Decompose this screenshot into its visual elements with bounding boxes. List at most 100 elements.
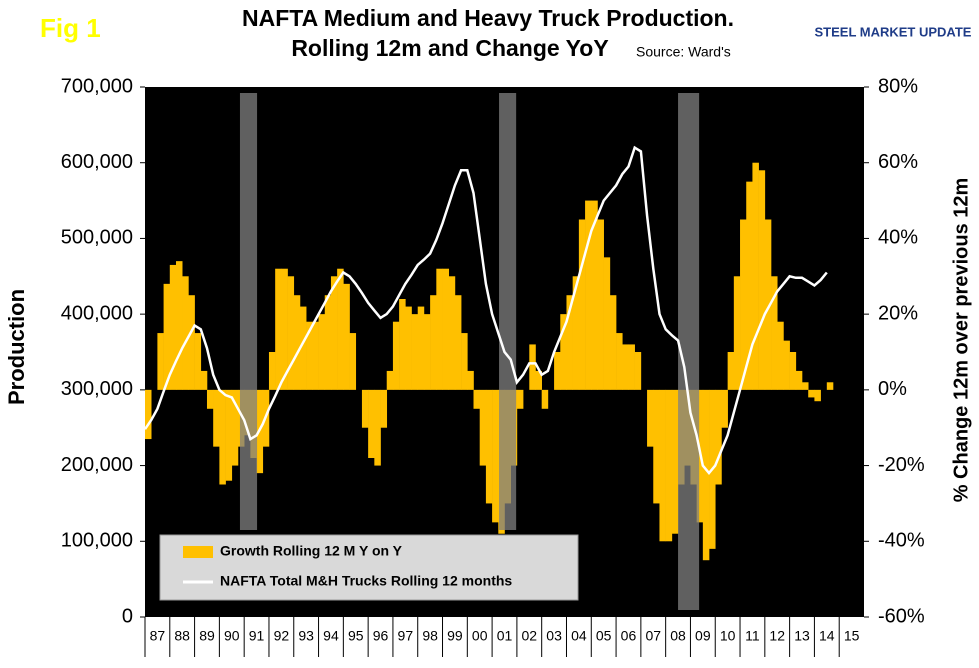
y2-tick-label: 40% — [878, 227, 918, 249]
bar — [361, 389, 369, 428]
bar — [175, 261, 183, 390]
bar — [566, 295, 573, 390]
x-tick-label: 15 — [844, 628, 860, 644]
bar — [746, 181, 753, 390]
shaded-period — [499, 93, 517, 530]
bar — [702, 389, 710, 561]
x-tick-label: 07 — [645, 628, 661, 644]
x-tick-label: 95 — [348, 628, 364, 644]
y-tick-label: 0 — [122, 605, 133, 627]
bar — [430, 295, 437, 390]
bar — [374, 389, 381, 466]
bar — [578, 219, 586, 390]
bar — [634, 352, 642, 390]
x-tick-label: 11 — [745, 628, 760, 644]
bar — [783, 340, 790, 390]
bar — [535, 370, 542, 390]
x-tick-label: 97 — [398, 628, 414, 644]
bar — [386, 370, 394, 390]
bar — [789, 352, 797, 390]
bar — [609, 295, 617, 390]
bar — [368, 389, 375, 458]
bar — [281, 268, 288, 390]
legend-label: Growth Rolling 12 M Y on Y — [220, 543, 403, 559]
bar — [473, 389, 481, 409]
bar — [529, 344, 536, 390]
bar — [399, 299, 406, 390]
bar — [671, 389, 679, 534]
bar — [448, 276, 456, 390]
bar — [231, 389, 239, 466]
chart-title-line2: Rolling 12m and Change YoY — [291, 35, 608, 61]
bar — [814, 389, 821, 402]
x-tick-label: 14 — [819, 628, 835, 644]
bar — [740, 219, 747, 390]
bar — [572, 276, 580, 390]
y-tick-label: 500,000 — [61, 227, 133, 249]
bar — [293, 295, 301, 390]
bar — [647, 389, 654, 447]
bar — [461, 333, 468, 390]
x-tick-label: 13 — [794, 628, 810, 644]
y-tick-label: 400,000 — [61, 302, 133, 324]
x-tick-label: 04 — [571, 628, 587, 644]
y2-tick-label: -60% — [878, 605, 925, 627]
bar — [337, 268, 344, 390]
bar — [616, 333, 623, 390]
bar — [653, 389, 660, 504]
bar — [213, 389, 220, 447]
x-tick-label: 05 — [596, 628, 612, 644]
bar — [299, 306, 307, 390]
x-tick-label: 02 — [522, 628, 538, 644]
bar — [603, 257, 611, 390]
bar — [324, 295, 332, 390]
x-tick-label: 96 — [373, 628, 389, 644]
x-tick-label: 03 — [546, 628, 562, 644]
bar — [771, 276, 778, 390]
bar — [454, 295, 462, 390]
logo: STEEL MARKET UPDATE — [815, 24, 972, 39]
bar — [380, 389, 388, 428]
bar — [733, 276, 741, 390]
bar — [343, 283, 350, 390]
y-tick-label: 700,000 — [61, 75, 133, 97]
bar — [777, 321, 784, 390]
bar — [659, 389, 666, 542]
bar — [275, 268, 282, 390]
bar — [436, 268, 443, 390]
bar — [200, 370, 208, 390]
x-tick-label: 08 — [670, 628, 686, 644]
x-tick-label: 98 — [422, 628, 438, 644]
bar — [715, 389, 722, 485]
bar — [423, 314, 431, 390]
bar — [405, 306, 412, 390]
x-tick-label: 91 — [249, 628, 265, 644]
bar — [318, 314, 326, 390]
x-tick-label: 06 — [621, 628, 637, 644]
bar — [516, 389, 524, 409]
bar — [268, 352, 276, 390]
x-tick-label: 92 — [274, 628, 290, 644]
x-tick-label: 09 — [695, 628, 711, 644]
y-tick-label: 100,000 — [61, 530, 133, 552]
bar — [163, 283, 171, 390]
bar — [764, 219, 772, 390]
bar — [721, 389, 728, 428]
bar — [312, 321, 319, 390]
shaded-period — [678, 93, 700, 610]
bar — [169, 264, 177, 390]
x-tick-label: 00 — [472, 628, 488, 644]
x-tick-label: 90 — [224, 628, 240, 644]
source: Source: Ward's — [636, 44, 731, 60]
bar — [560, 314, 567, 390]
bar — [597, 219, 604, 390]
fig-label: Fig 1 — [40, 13, 101, 43]
x-tick-label: 10 — [720, 628, 736, 644]
bar — [665, 389, 673, 542]
bar — [188, 295, 195, 390]
bar — [442, 268, 450, 390]
bar — [554, 352, 561, 390]
y2-tick-label: -20% — [878, 454, 925, 476]
y-axis-title: Production — [4, 289, 29, 405]
x-tick-label: 89 — [199, 628, 215, 644]
